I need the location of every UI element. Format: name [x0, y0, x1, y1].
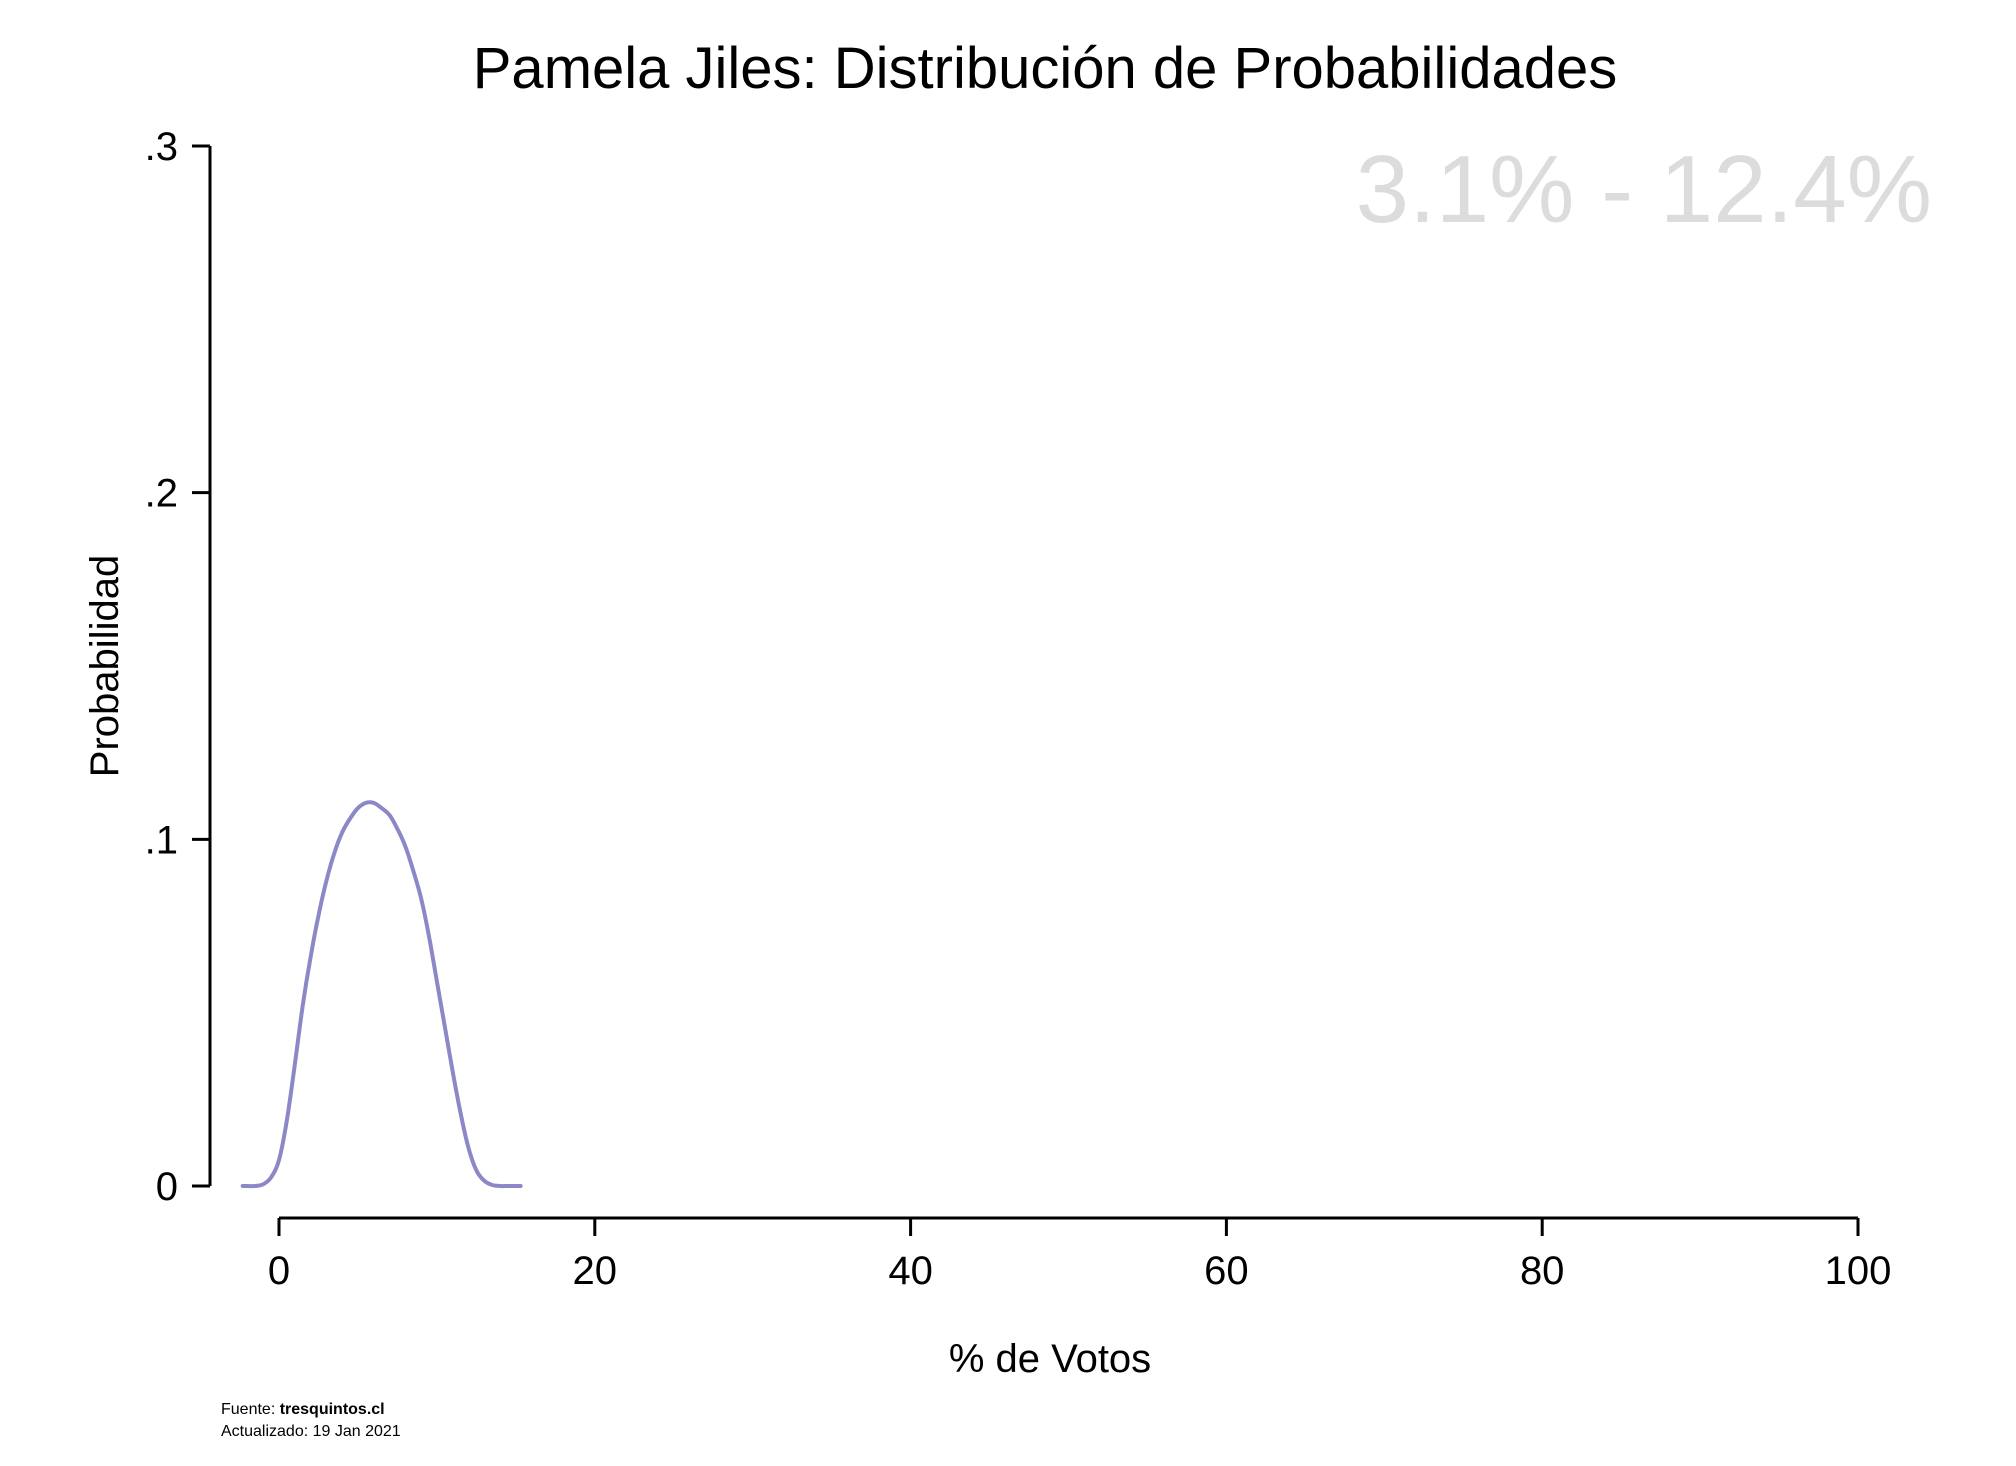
x-tick-label: 20 — [573, 1249, 618, 1293]
y-tick-label: .3 — [145, 125, 178, 169]
x-tick-label: 0 — [268, 1249, 290, 1293]
probability-curve — [240, 800, 523, 1189]
y-axis-title: Probabilidad — [83, 555, 127, 777]
x-tick-label: 40 — [888, 1249, 933, 1293]
updated-line: Actualizado: 19 Jan 2021 — [221, 1423, 401, 1440]
x-axis-title: % de Votos — [949, 1337, 1151, 1381]
y-axis-ticks: 0 .1 .2 .3 — [145, 125, 210, 1209]
y-tick-label: 0 — [156, 1165, 178, 1209]
source-name: tresquintos.cl — [280, 1401, 385, 1418]
range-label: 3.1% - 12.4% — [1356, 136, 1932, 243]
x-axis-ticks: 0 20 40 60 80 100 — [268, 1218, 1892, 1293]
source-prefix: Fuente: — [221, 1401, 280, 1418]
source-line: Fuente: tresquintos.cl — [221, 1401, 385, 1418]
x-tick-label: 60 — [1204, 1249, 1249, 1293]
y-tick-label: .1 — [145, 818, 178, 862]
x-tick-label: 100 — [1825, 1249, 1892, 1293]
y-tick-label: .2 — [145, 472, 178, 516]
chart-title: Pamela Jiles: Distribución de Probabilid… — [473, 36, 1617, 101]
x-tick-label: 80 — [1520, 1249, 1565, 1293]
